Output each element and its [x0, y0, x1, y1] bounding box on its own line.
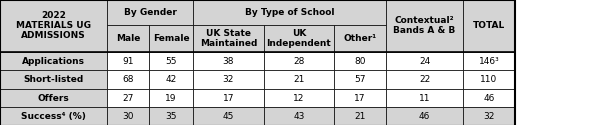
Text: UK State
Maintained: UK State Maintained	[200, 29, 257, 48]
Text: UK
Independent: UK Independent	[267, 29, 331, 48]
Text: 2022
MATERIALS UG
ADMISSIONS: 2022 MATERIALS UG ADMISSIONS	[16, 11, 91, 40]
Bar	[264, 25, 334, 52]
Text: 17: 17	[354, 94, 366, 103]
Bar	[386, 70, 463, 89]
Bar	[264, 107, 334, 125]
Bar	[386, 89, 463, 107]
Text: 57: 57	[354, 75, 366, 84]
Bar	[463, 89, 515, 107]
Text: 80: 80	[354, 57, 366, 66]
Bar	[334, 89, 386, 107]
Bar	[107, 107, 149, 125]
Bar	[0, 89, 107, 107]
Bar	[149, 25, 193, 52]
Bar	[334, 70, 386, 89]
Bar	[386, 0, 463, 52]
Bar	[149, 52, 193, 70]
Text: 146³: 146³	[479, 57, 499, 66]
Text: TOTAL: TOTAL	[473, 21, 505, 30]
Text: 30: 30	[123, 112, 134, 121]
Text: 17: 17	[223, 94, 234, 103]
Text: Male: Male	[116, 34, 140, 43]
Bar	[107, 0, 193, 25]
Text: 21: 21	[354, 112, 366, 121]
Text: Applications: Applications	[22, 57, 85, 66]
Bar	[193, 0, 386, 25]
Text: 27: 27	[123, 94, 134, 103]
Bar	[334, 25, 386, 52]
Text: 46: 46	[483, 94, 495, 103]
Bar	[193, 52, 264, 70]
Text: Contextual²
Bands A & B: Contextual² Bands A & B	[394, 16, 455, 36]
Bar	[107, 89, 149, 107]
Bar	[0, 0, 515, 125]
Bar	[463, 70, 515, 89]
Text: 22: 22	[419, 75, 430, 84]
Text: 43: 43	[293, 112, 305, 121]
Text: 32: 32	[223, 75, 234, 84]
Bar	[107, 70, 149, 89]
Text: 55: 55	[166, 57, 177, 66]
Text: 35: 35	[166, 112, 177, 121]
Text: 110: 110	[480, 75, 498, 84]
Text: 24: 24	[419, 57, 430, 66]
Bar	[334, 107, 386, 125]
Bar	[463, 107, 515, 125]
Bar	[0, 52, 107, 70]
Bar	[463, 0, 515, 52]
Bar	[193, 89, 264, 107]
Bar	[386, 107, 463, 125]
Bar	[463, 52, 515, 70]
Text: 42: 42	[166, 75, 177, 84]
Text: By Gender: By Gender	[124, 8, 177, 17]
Text: 91: 91	[123, 57, 134, 66]
Text: Other¹: Other¹	[343, 34, 377, 43]
Text: 11: 11	[419, 94, 430, 103]
Bar	[0, 70, 107, 89]
Text: 46: 46	[419, 112, 430, 121]
Text: Offers: Offers	[38, 94, 69, 103]
Bar	[264, 70, 334, 89]
Bar	[149, 70, 193, 89]
Bar	[193, 25, 264, 52]
Text: Female: Female	[153, 34, 189, 43]
Bar	[0, 107, 107, 125]
Bar	[107, 52, 149, 70]
Text: 12: 12	[293, 94, 305, 103]
Text: 19: 19	[166, 94, 177, 103]
Bar	[193, 107, 264, 125]
Text: Success⁴ (%): Success⁴ (%)	[21, 112, 86, 121]
Bar	[264, 89, 334, 107]
Text: 21: 21	[293, 75, 305, 84]
Text: Short-listed: Short-listed	[23, 75, 84, 84]
Bar	[149, 89, 193, 107]
Bar	[193, 70, 264, 89]
Bar	[386, 52, 463, 70]
Bar	[0, 0, 107, 52]
Bar	[264, 52, 334, 70]
Bar	[107, 25, 149, 52]
Text: 38: 38	[223, 57, 234, 66]
Text: 32: 32	[483, 112, 495, 121]
Bar	[334, 52, 386, 70]
Text: 45: 45	[223, 112, 234, 121]
Text: 28: 28	[293, 57, 305, 66]
Text: By Type of School: By Type of School	[245, 8, 335, 17]
Bar	[149, 107, 193, 125]
Text: 68: 68	[123, 75, 134, 84]
